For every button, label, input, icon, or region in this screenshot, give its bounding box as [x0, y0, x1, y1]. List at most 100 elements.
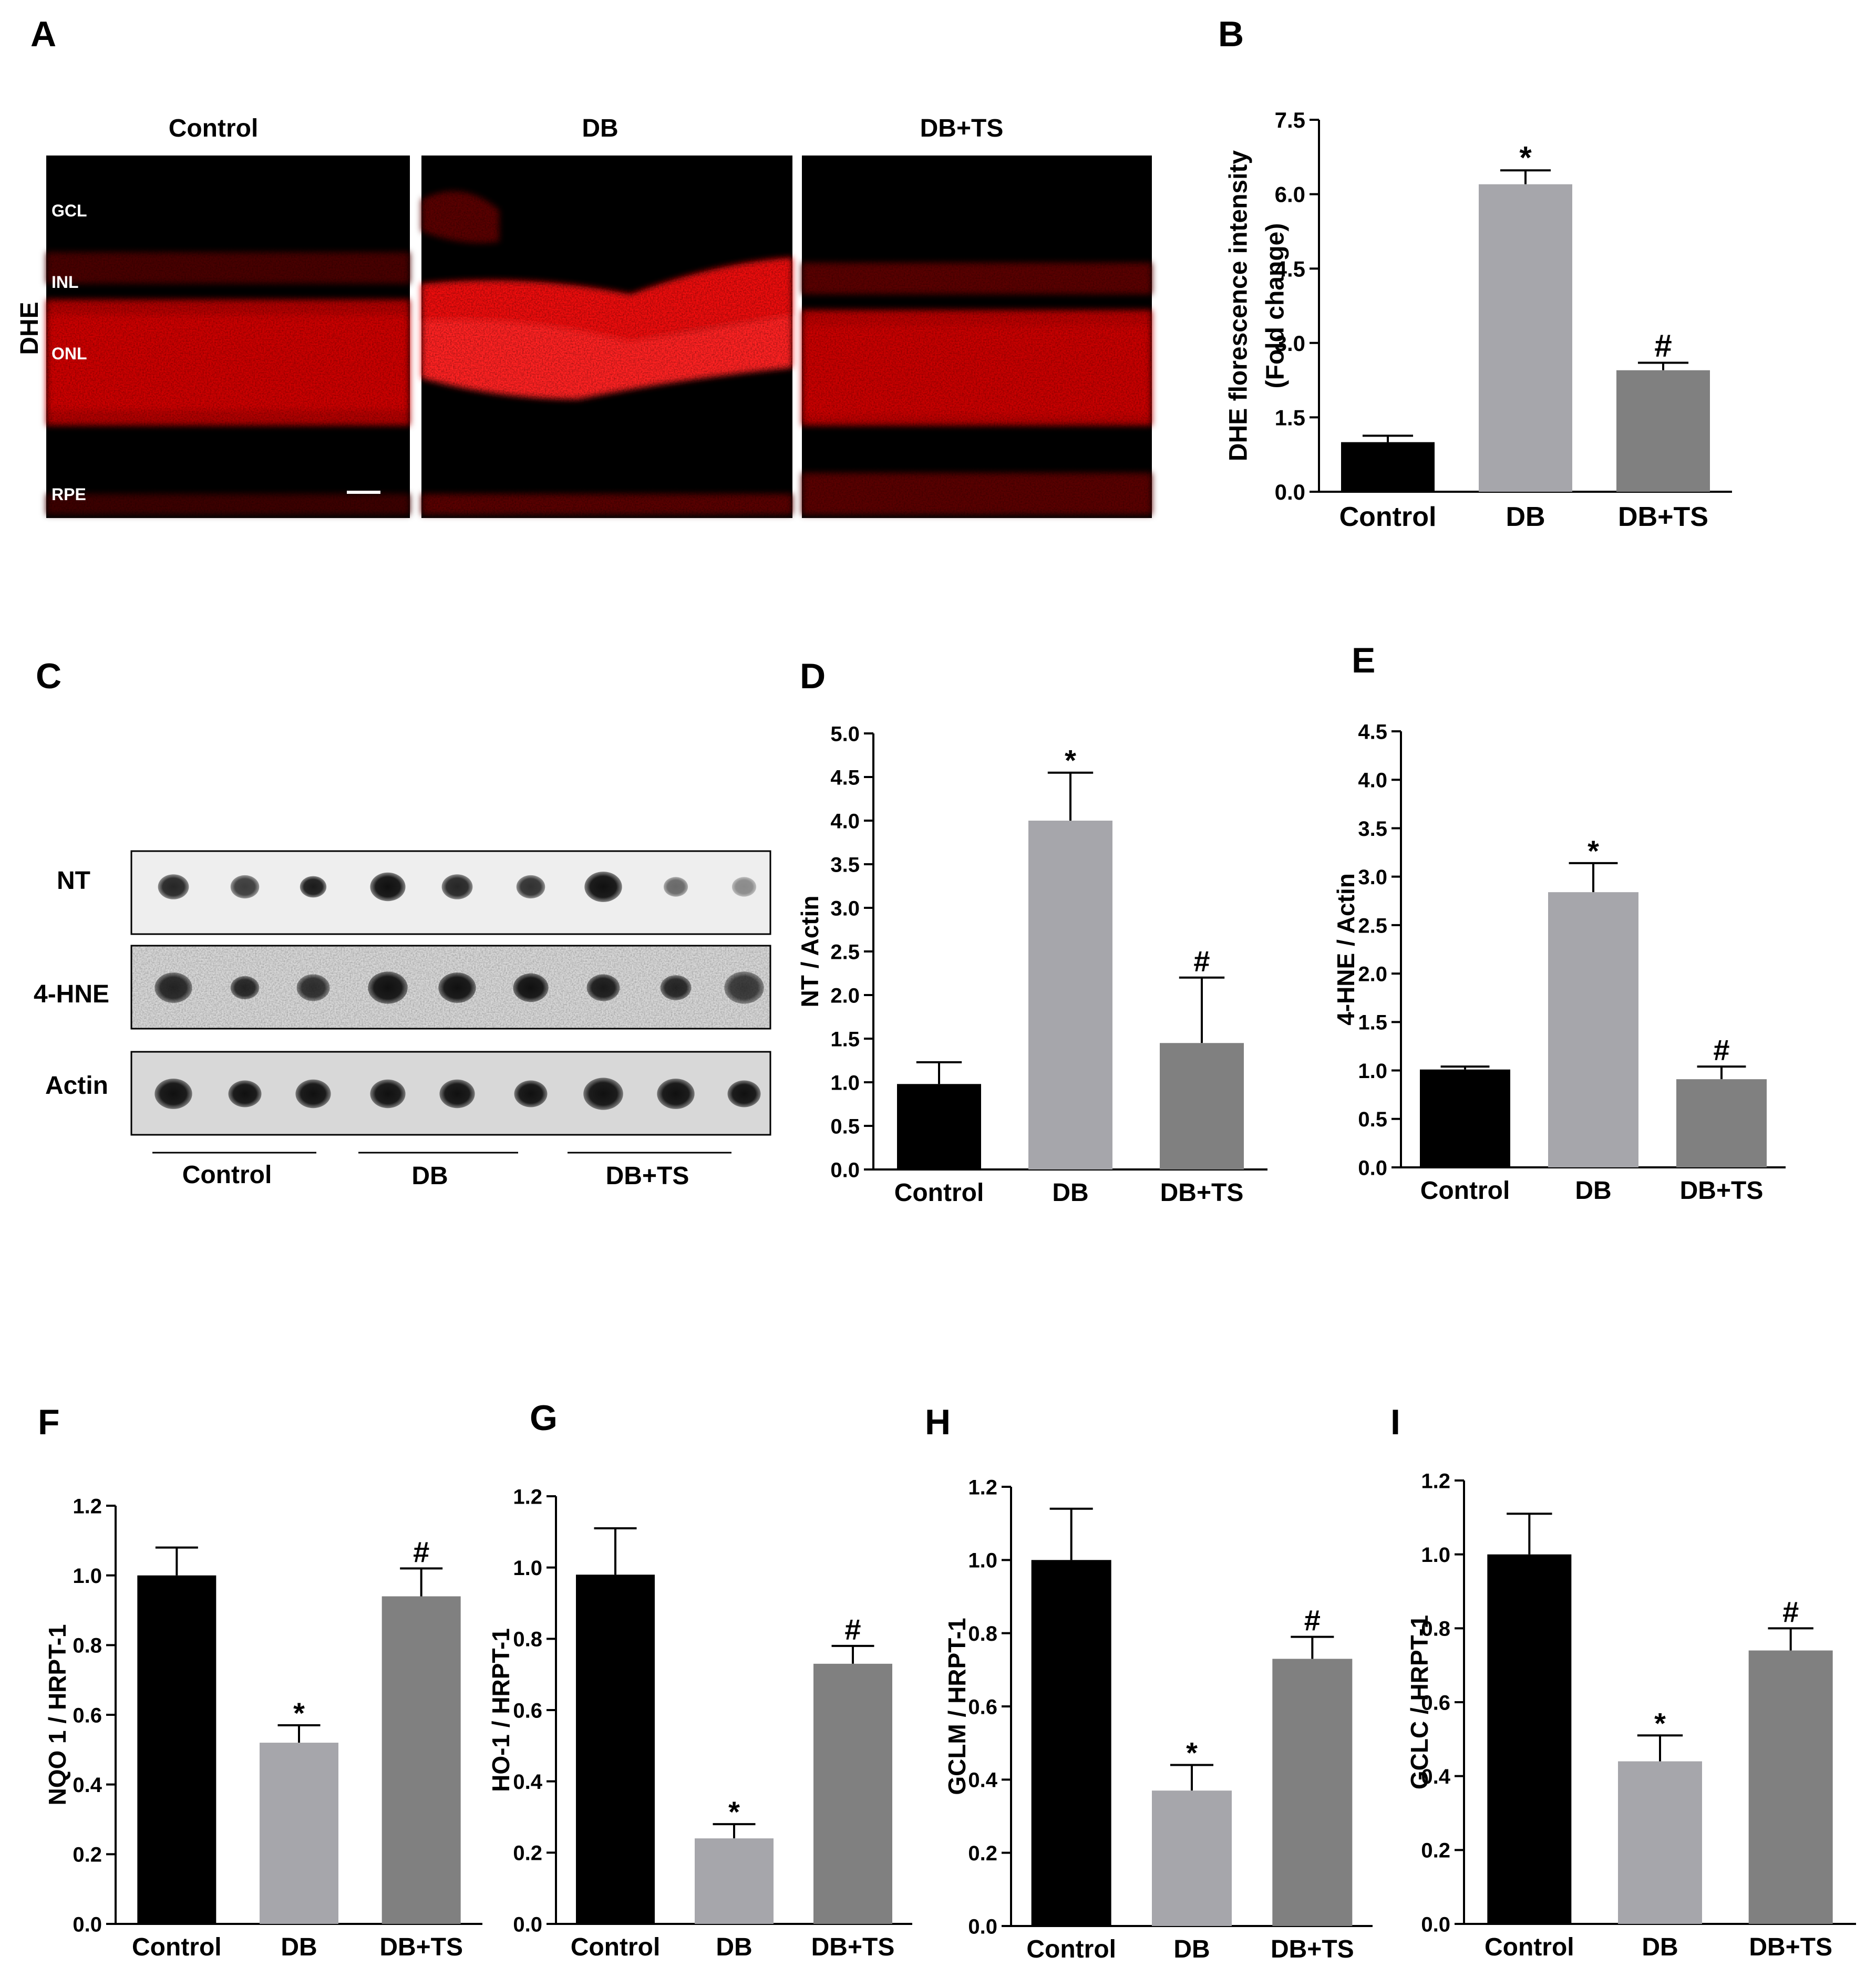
x-category-label: DB — [1642, 1933, 1678, 1961]
panel-letter-b: B — [1218, 14, 1244, 54]
y-tick-label: 1.0 — [73, 1565, 102, 1588]
blot-dot — [230, 875, 260, 899]
y-tick-label: 1.0 — [968, 1549, 997, 1572]
y-axis-label: DHE florescence intensity — [1224, 150, 1252, 462]
blot-dot — [370, 1079, 406, 1109]
blot-dot — [663, 877, 688, 897]
x-category-label: DB — [281, 1933, 317, 1961]
row-label-dhe: DHE — [16, 302, 44, 355]
blot-dot — [438, 972, 476, 1003]
bar-dbts — [1676, 1079, 1767, 1167]
y-tick-label: 3.0 — [1275, 331, 1305, 356]
bar-control — [137, 1575, 217, 1924]
significance-mark: * — [293, 1696, 305, 1730]
y-tick-label: 0.5 — [830, 1115, 860, 1138]
x-category-label: DB+TS — [379, 1933, 463, 1961]
bar-control — [897, 1084, 981, 1169]
y-tick-label: 1.2 — [513, 1485, 542, 1508]
y-axis-label: HO-1 / HRPT-1 — [487, 1628, 514, 1792]
bar-db — [1152, 1790, 1232, 1926]
blot-dot — [158, 874, 189, 899]
y-tick-label: 0.4 — [1421, 1765, 1450, 1788]
panel-letter-a: A — [30, 14, 56, 54]
chart-g: 0.0 0.2 0.4 0.6 0.8 1.0 1.2 Control DB * DB+TS # HO-… — [487, 1485, 912, 1961]
y-axis-label: 4-HNE / Actin — [1332, 873, 1359, 1026]
bar-db — [695, 1838, 774, 1924]
group-label-dbts: DB+TS — [606, 1162, 689, 1190]
significance-mark: * — [1519, 140, 1532, 175]
y-tick-label: 4.0 — [1358, 769, 1387, 792]
y-tick-label: 0.4 — [513, 1770, 542, 1794]
y-tick-label: 6.0 — [1275, 182, 1305, 207]
significance-mark: * — [1065, 744, 1076, 777]
significance-mark: * — [1186, 1736, 1198, 1769]
y-tick-label: 0.0 — [513, 1913, 542, 1936]
micrograph-control — [46, 156, 410, 518]
significance-mark: * — [1654, 1706, 1666, 1739]
chart-b: 0.0 1.5 3.0 4.5 6.0 7.5 Control DB * DB+TS # DHE fl… — [1224, 108, 1732, 532]
x-category-label: DB — [1052, 1179, 1088, 1207]
blot-dot — [513, 973, 549, 1002]
y-tick-label: 1.0 — [1358, 1060, 1387, 1083]
blot-dot — [230, 976, 260, 1000]
scale-bar — [347, 491, 380, 494]
y-tick-label: 0.5 — [1358, 1108, 1387, 1131]
x-category-label: DB+TS — [1749, 1933, 1832, 1961]
blot-dot — [154, 1079, 192, 1109]
bar-dbts — [1616, 370, 1710, 492]
blot-label-actin: Actin — [45, 1072, 108, 1100]
y-tick-label: 4.5 — [1275, 256, 1305, 281]
y-tick-label: 0.6 — [968, 1695, 997, 1718]
y-tick-label: 0.8 — [968, 1622, 997, 1645]
y-tick-label: 0.8 — [73, 1634, 102, 1658]
blot-dot — [514, 1080, 548, 1107]
significance-mark: * — [1588, 834, 1599, 867]
bar-db — [1548, 892, 1638, 1167]
chart-h: 0.0 0.2 0.4 0.6 0.8 1.0 1.2 Control DB * DB+TS # GCL… — [943, 1476, 1373, 1963]
micrograph-dbts — [802, 156, 1152, 518]
y-tick-label: 5.0 — [830, 722, 860, 745]
blot-dots — [154, 872, 764, 1110]
y-tick-label: 0.0 — [1358, 1156, 1387, 1179]
blot-dot — [516, 875, 545, 899]
significance-mark: # — [1782, 1595, 1799, 1628]
x-category-label: DB — [716, 1933, 752, 1961]
bar-db — [1028, 821, 1112, 1169]
y-tick-label: 0.6 — [513, 1699, 542, 1722]
y-tick-label: 0.6 — [1421, 1691, 1450, 1714]
bar-control — [1420, 1069, 1510, 1167]
y-tick-label: 1.0 — [1421, 1544, 1450, 1567]
y-axis-label: GCLM / HRPT-1 — [943, 1618, 971, 1795]
y-tick-label: 2.0 — [830, 984, 860, 1007]
chart-i: 0.0 0.2 0.4 0.6 0.8 1.0 1.2 Control DB * DB+TS # GCL… — [1406, 1469, 1856, 1961]
blot-dot — [727, 1080, 761, 1107]
bar-db — [260, 1743, 338, 1924]
blot-dot — [439, 1079, 475, 1109]
layer-label-onl: ONL — [51, 344, 87, 363]
blot-dot — [657, 1079, 695, 1109]
blot-dot — [660, 975, 692, 1000]
y-tick-label: 4.5 — [1358, 720, 1387, 743]
blot-dot — [583, 1078, 623, 1110]
blot-dot — [154, 972, 192, 1003]
y-tick-label: 1.5 — [1358, 1011, 1387, 1034]
x-category-label: DB — [1173, 1935, 1210, 1963]
blot-dot — [296, 974, 330, 1001]
x-category-label: Control — [1026, 1935, 1116, 1963]
significance-mark: # — [844, 1613, 861, 1646]
bar-dbts — [1748, 1650, 1833, 1924]
y-axis-label: NT / Actin — [796, 896, 823, 1008]
chart-e: 0.0 0.5 1.0 1.5 2.0 2.5 3.0 3.5 4.0 4.5 Control DB *… — [1332, 720, 1786, 1205]
y-tick-label: 3.0 — [1358, 866, 1387, 889]
bar-control — [576, 1575, 655, 1924]
x-category-label: DB+TS — [1680, 1177, 1764, 1205]
y-tick-label: 2.0 — [1358, 963, 1387, 986]
x-category-label: DB — [1506, 502, 1545, 532]
y-axis-label-2: (Fold change) — [1261, 223, 1289, 389]
layer-label-inl: INL — [51, 273, 79, 292]
y-tick-label: 2.5 — [830, 940, 860, 964]
blot-label-4hne: 4-HNE — [34, 980, 109, 1008]
blot-dot — [370, 872, 406, 902]
y-tick-label: 1.0 — [830, 1071, 860, 1094]
